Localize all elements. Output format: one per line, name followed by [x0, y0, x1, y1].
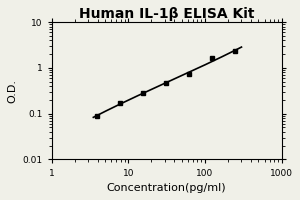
Title: Human IL-1β ELISA Kit: Human IL-1β ELISA Kit [79, 7, 254, 21]
X-axis label: Concentration(pg/ml): Concentration(pg/ml) [107, 183, 226, 193]
Y-axis label: O.D.: O.D. [7, 79, 17, 103]
